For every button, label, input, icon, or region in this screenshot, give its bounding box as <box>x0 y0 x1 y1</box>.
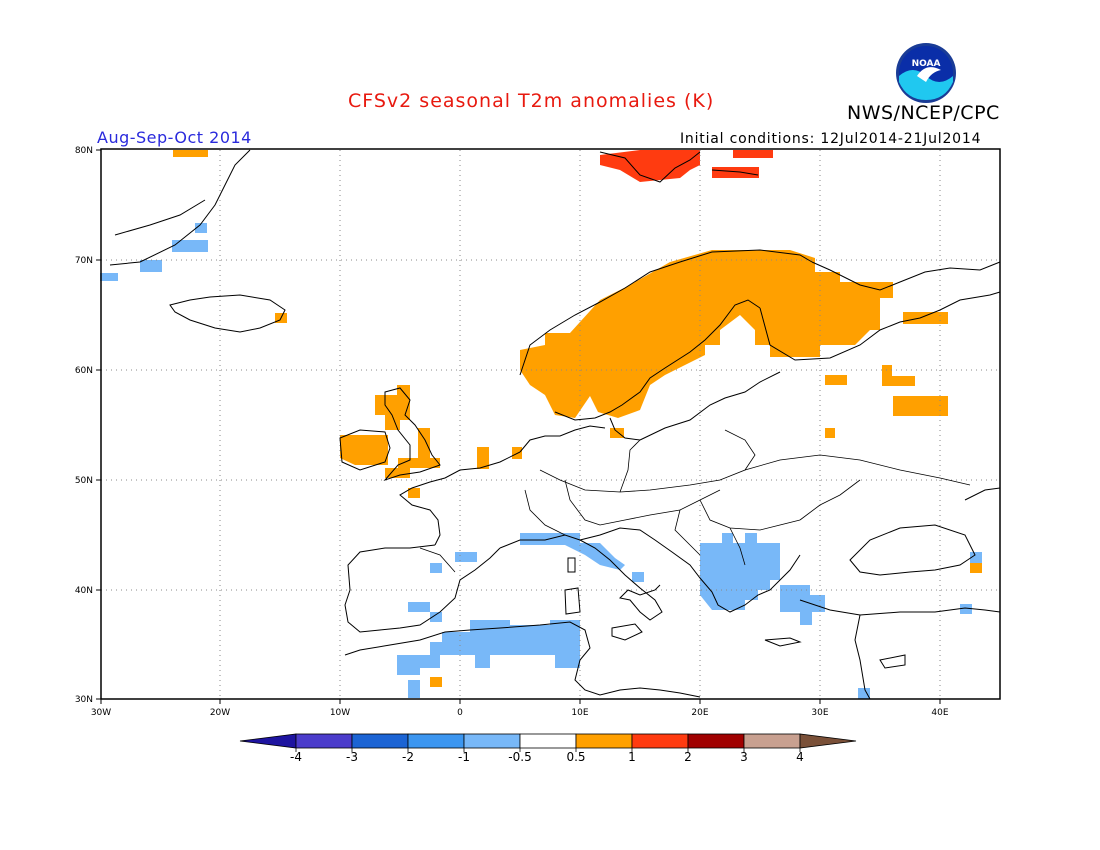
colorbar-swatch <box>575 733 633 749</box>
coastlines <box>109 149 1001 700</box>
noaa-logo: NOAA <box>896 43 956 103</box>
colorbar-swatch <box>351 733 409 749</box>
lat-label: 40N <box>75 586 93 596</box>
colorbar-swatch <box>743 733 801 749</box>
forecast-period: Aug-Sep-Oct 2014 <box>97 128 252 147</box>
colorbar-swatch <box>519 733 577 749</box>
country-borders <box>419 429 971 573</box>
lon-label: 40E <box>931 708 948 718</box>
organization-label: NWS/NCEP/CPC <box>847 102 1000 124</box>
colorbar-label: 4 <box>796 750 804 764</box>
colorbar <box>239 733 857 752</box>
warm-anomaly-british-isles <box>173 150 522 687</box>
map-background <box>101 149 1000 699</box>
colorbar-swatch <box>687 733 745 749</box>
lon-label: 20W <box>210 708 230 718</box>
colorbar-swatch <box>407 733 465 749</box>
colorbar-swatch <box>295 733 353 749</box>
colorbar-label: 3 <box>740 750 748 764</box>
lon-label: 10E <box>571 708 588 718</box>
latitude-labels: 80N 70N 60N 50N 40N 30N <box>75 146 93 705</box>
noaa-logo-text: NOAA <box>912 59 941 69</box>
colorbar-label: -4 <box>290 750 302 764</box>
warm-anomaly-cell <box>970 563 982 573</box>
longitude-labels: 30W 20W 10W 0 10E 20E 30E 40E <box>91 708 949 718</box>
axis-ticks <box>96 149 941 704</box>
lon-label: 0 <box>457 708 463 718</box>
cool-anomaly-regions <box>100 223 982 699</box>
lat-label: 30N <box>75 695 93 705</box>
initial-conditions: Initial conditions: 12Jul2014-21Jul2014 <box>680 131 982 147</box>
warm-anomaly-scandinavia <box>520 250 948 438</box>
lat-label: 70N <box>75 256 93 266</box>
colorbar-left-arrow <box>239 733 297 749</box>
colorbar-label: 2 <box>684 750 692 764</box>
colorbar-right-arrow <box>799 733 857 749</box>
colorbar-label: -1 <box>458 750 470 764</box>
chart-title: CFSv2 seasonal T2m anomalies (K) <box>348 90 715 112</box>
lat-label: 50N <box>75 476 93 486</box>
colorbar-label: 0.5 <box>566 750 586 764</box>
lon-label: 10W <box>330 708 350 718</box>
colorbar-label: -0.5 <box>508 750 532 764</box>
colorbar-label: -3 <box>346 750 358 764</box>
lon-label: 30E <box>811 708 828 718</box>
colorbar-swatch <box>631 733 689 749</box>
lon-label: 30W <box>91 708 111 718</box>
lon-label: 20E <box>691 708 708 718</box>
colorbar-swatch <box>463 733 521 749</box>
colorbar-label: 1 <box>628 750 636 764</box>
lat-label: 80N <box>75 146 93 156</box>
colorbar-label: -2 <box>402 750 414 764</box>
lat-label: 60N <box>75 366 93 376</box>
map-frame <box>100 148 1001 700</box>
